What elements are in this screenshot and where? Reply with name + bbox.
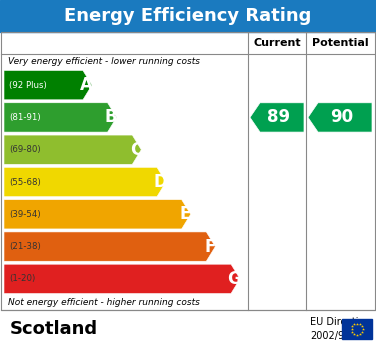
Text: C: C xyxy=(130,141,142,159)
Polygon shape xyxy=(4,200,191,229)
Text: B: B xyxy=(105,109,117,126)
Text: E: E xyxy=(179,205,191,223)
Polygon shape xyxy=(250,103,304,132)
Polygon shape xyxy=(308,103,372,132)
Text: Scotland: Scotland xyxy=(10,320,98,338)
Text: Potential: Potential xyxy=(312,38,368,48)
Polygon shape xyxy=(4,71,92,100)
Text: Very energy efficient - lower running costs: Very energy efficient - lower running co… xyxy=(8,57,200,66)
Text: (81-91): (81-91) xyxy=(9,113,41,122)
Polygon shape xyxy=(4,103,117,132)
Text: (69-80): (69-80) xyxy=(9,145,41,154)
Polygon shape xyxy=(4,167,166,197)
Text: (21-38): (21-38) xyxy=(9,242,41,251)
Text: A: A xyxy=(80,76,93,94)
Text: 90: 90 xyxy=(331,109,353,126)
Text: (55-68): (55-68) xyxy=(9,177,41,187)
Text: 89: 89 xyxy=(267,109,291,126)
Text: EU Directive
2002/91/EC: EU Directive 2002/91/EC xyxy=(310,317,370,341)
Bar xyxy=(342,319,372,339)
Text: Energy Efficiency Rating: Energy Efficiency Rating xyxy=(64,7,312,25)
Text: G: G xyxy=(227,270,241,288)
Text: (39-54): (39-54) xyxy=(9,210,41,219)
Text: (92 Plus): (92 Plus) xyxy=(9,81,47,90)
Polygon shape xyxy=(4,264,240,293)
Polygon shape xyxy=(4,232,215,261)
Bar xyxy=(0,0,376,32)
Text: Current: Current xyxy=(253,38,301,48)
Polygon shape xyxy=(4,135,141,164)
Text: F: F xyxy=(204,238,215,255)
Text: (1-20): (1-20) xyxy=(9,274,35,283)
Bar xyxy=(1,32,375,310)
Text: Not energy efficient - higher running costs: Not energy efficient - higher running co… xyxy=(8,298,200,307)
Text: D: D xyxy=(153,173,167,191)
